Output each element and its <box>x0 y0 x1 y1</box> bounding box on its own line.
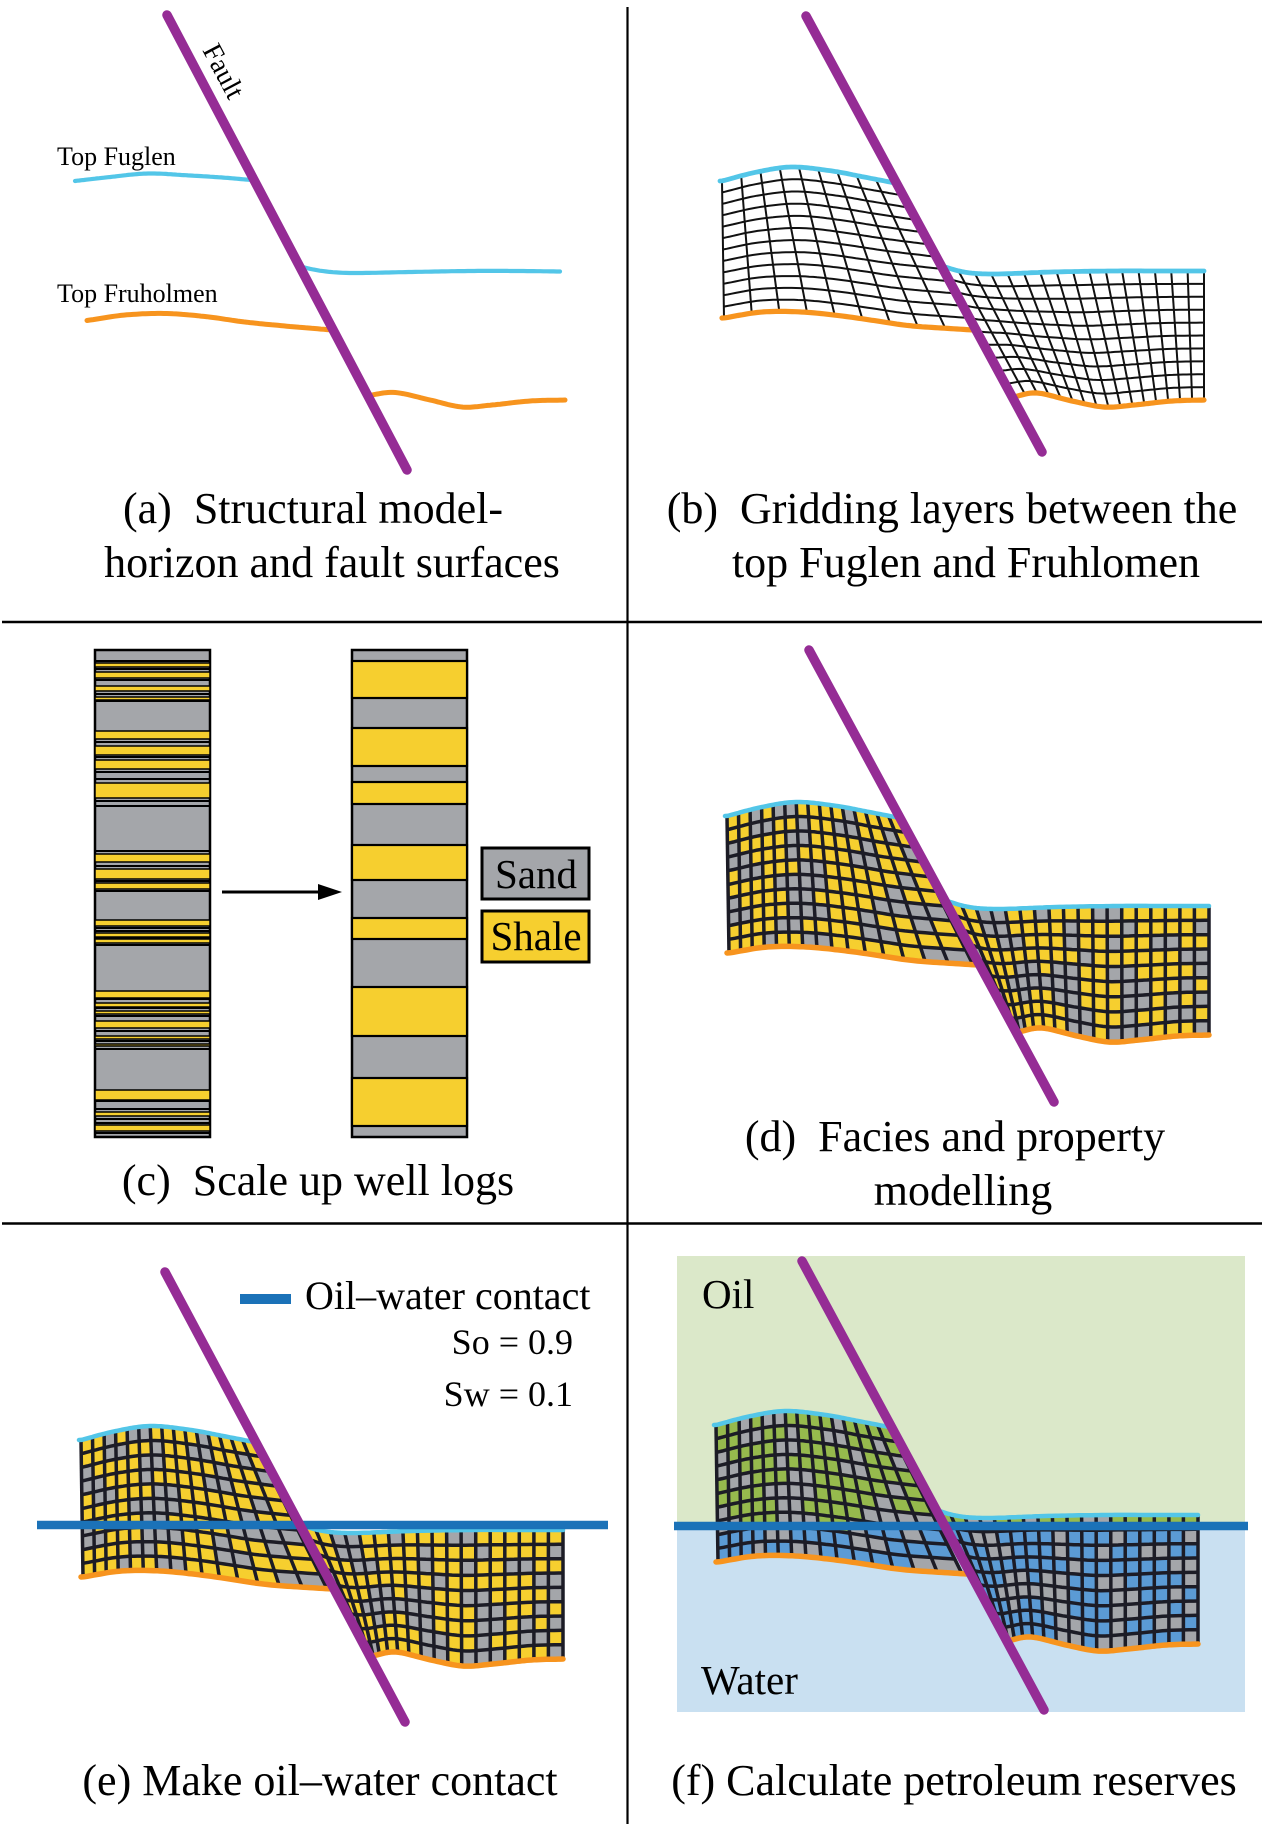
svg-text:So = 0.9: So = 0.9 <box>452 1322 573 1362</box>
svg-text:(f) Calculate petroleum reserv: (f) Calculate petroleum reserves <box>671 1756 1237 1805</box>
svg-text:(c) Scale up well logs: (c) Scale up well logs <box>122 1156 514 1205</box>
svg-text:Sw = 0.1: Sw = 0.1 <box>444 1374 573 1414</box>
svg-text:(a) Structural model-: (a) Structural model- <box>123 484 503 533</box>
svg-text:Top Fuglen: Top Fuglen <box>57 142 176 171</box>
svg-text:Top Fruholmen: Top Fruholmen <box>57 279 218 308</box>
svg-text:(b) Gridding layers between t: (b) Gridding layers between the <box>667 484 1238 533</box>
svg-text:Water: Water <box>701 1657 798 1703</box>
svg-text:Sand: Sand <box>495 851 577 897</box>
svg-text:Oil: Oil <box>702 1271 754 1317</box>
svg-text:Shale: Shale <box>490 913 581 959</box>
svg-text:(d) Facies and property: (d) Facies and property <box>745 1112 1165 1161</box>
svg-text:Oil–water contact: Oil–water contact <box>305 1273 590 1318</box>
svg-text:(e) Make oil–water contact: (e) Make oil–water contact <box>82 1756 557 1805</box>
svg-text:horizon and fault surfaces: horizon and fault surfaces <box>104 538 560 587</box>
svg-text:modelling: modelling <box>874 1166 1052 1215</box>
svg-text:top Fuglen and Fruhlomen: top Fuglen and Fruhlomen <box>732 538 1200 587</box>
